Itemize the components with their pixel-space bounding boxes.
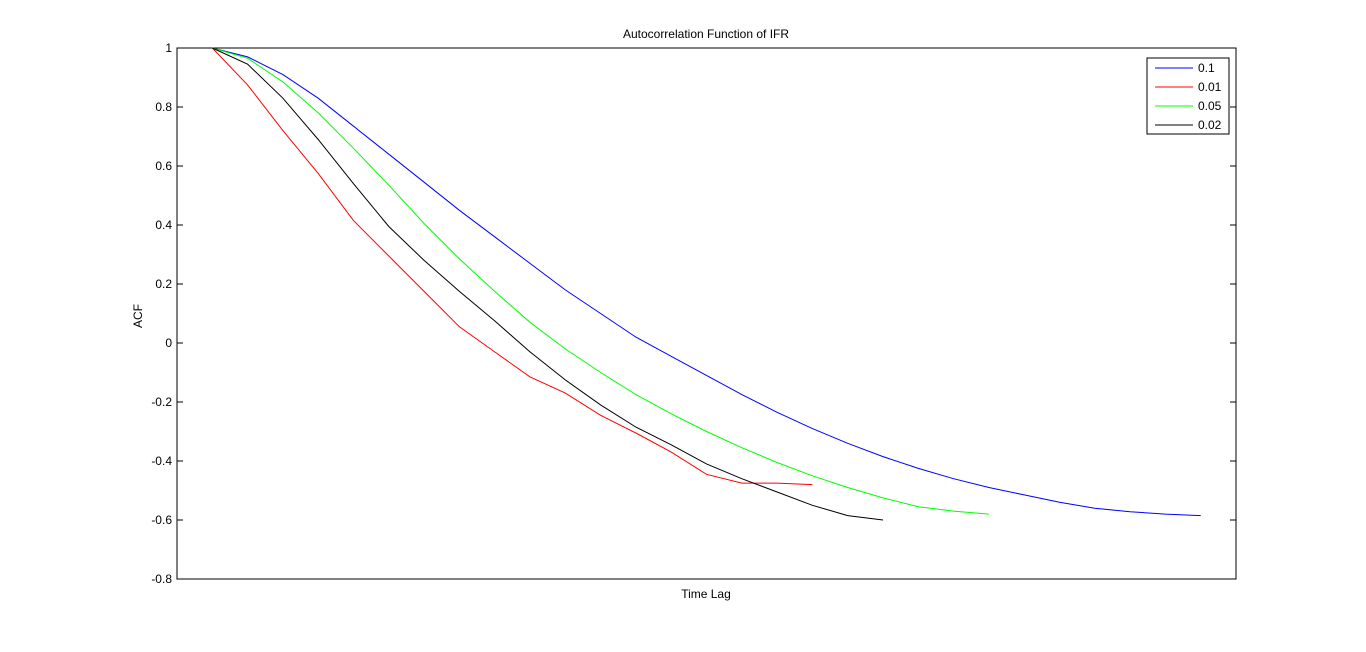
legend-box	[1146, 57, 1230, 135]
y-tick-label: 0.4	[155, 218, 172, 232]
legend-label: 0.1	[1198, 61, 1215, 75]
y-tick-label: -0.2	[151, 395, 172, 409]
x-axis-label: Time Lag	[681, 587, 731, 601]
y-tick-label: 0.6	[155, 159, 172, 173]
legend: 0.1 0.01 0.05 0.02	[1146, 57, 1230, 135]
y-tick-label: -0.4	[151, 454, 172, 468]
chart-title: Autocorrelation Function of IFR	[623, 27, 789, 41]
legend-label: 0.02	[1198, 118, 1222, 132]
plot-area: 1 0.8 0.6 0.4 0.2 0 -0.2 -0.4 -0.6 -0.8	[151, 41, 1237, 586]
series-line-0-05	[212, 47, 989, 515]
y-tick-label: -0.8	[151, 572, 172, 586]
series-line-0-1	[212, 47, 1201, 517]
y-tick-label: 1	[165, 41, 172, 55]
legend-label: 0.05	[1198, 99, 1222, 113]
y-tick-label: 0.2	[155, 277, 172, 291]
y-axis-label: ACF	[131, 304, 145, 328]
series-line-0-02	[212, 47, 884, 521]
plot-frame	[176, 47, 1237, 580]
y-tick-label: 0	[165, 336, 172, 350]
series-line-0-01	[211, 47, 813, 486]
y-tick-label: 0.8	[155, 100, 172, 114]
series-lines	[211, 47, 1201, 521]
y-axis-ticks: 1 0.8 0.6 0.4 0.2 0 -0.2 -0.4 -0.6 -0.8	[151, 41, 1236, 586]
y-tick-label: -0.6	[151, 513, 172, 527]
legend-label: 0.01	[1198, 80, 1222, 94]
legend-items: 0.1 0.01 0.05 0.02	[1155, 61, 1222, 132]
